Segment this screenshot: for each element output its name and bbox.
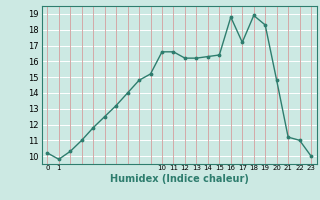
X-axis label: Humidex (Indice chaleur): Humidex (Indice chaleur) [110, 174, 249, 184]
